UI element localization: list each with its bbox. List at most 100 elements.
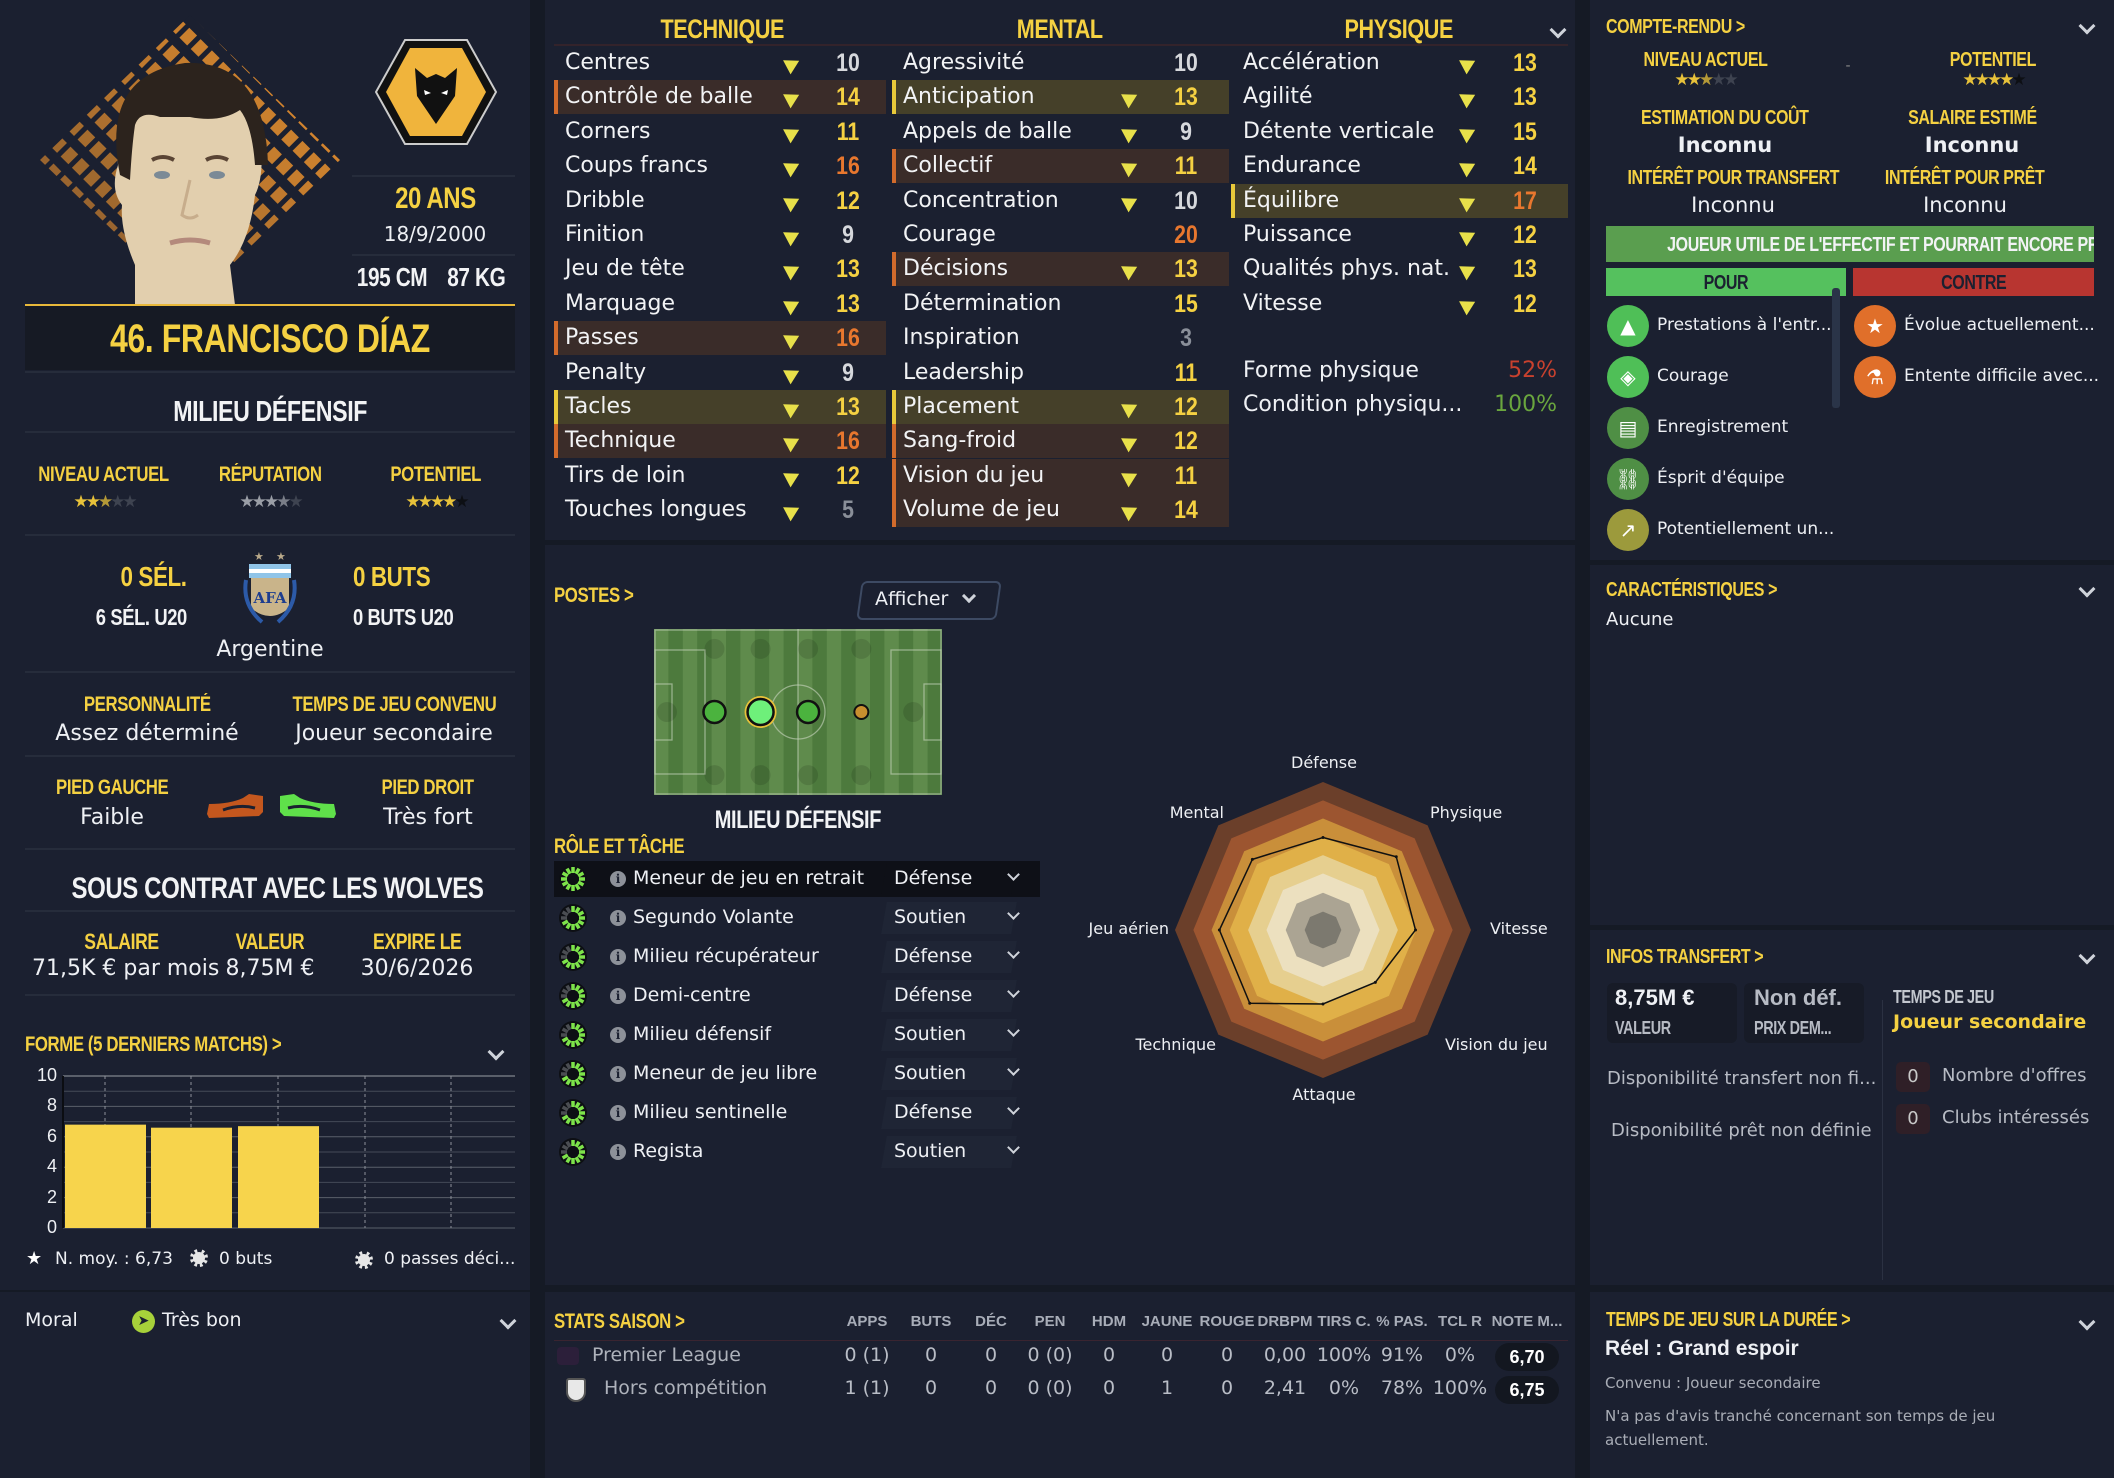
report-link[interactable]: COMPTE-RENDU > bbox=[1606, 14, 1780, 39]
stats-column-header[interactable]: TIRS C. bbox=[1317, 1313, 1371, 1330]
competition-name[interactable]: Hors compétition bbox=[604, 1377, 768, 1399]
stats-column-header[interactable]: DÉC bbox=[975, 1313, 1007, 1330]
attribute-row[interactable]: Inspiration 3 bbox=[892, 321, 1229, 355]
transfer-availability[interactable]: Disponibilité transfert non fi... bbox=[1607, 1068, 1877, 1089]
stats-column-header[interactable]: JAUNE bbox=[1141, 1313, 1193, 1330]
stats-column-header[interactable]: PEN bbox=[1034, 1313, 1066, 1330]
attribute-row[interactable]: Détermination 15 bbox=[892, 287, 1229, 321]
con-item[interactable]: Évolue actuellement... bbox=[1904, 315, 2095, 335]
positions-pitch[interactable] bbox=[654, 629, 942, 795]
characteristics-link[interactable]: CARACTÉRISTIQUES > bbox=[1606, 577, 1820, 602]
attribute-row[interactable]: Contrôle de balle 14 bbox=[554, 80, 886, 115]
attribute-row[interactable]: Penalty 9 bbox=[554, 356, 886, 390]
stats-column-header[interactable]: APPS bbox=[846, 1313, 888, 1330]
form-section-link[interactable]: FORME (5 DERNIERS MATCHS) > bbox=[25, 1032, 345, 1057]
role-info-icon[interactable]: i bbox=[610, 1066, 626, 1082]
attribute-row[interactable]: Tirs de loin 12 bbox=[554, 459, 886, 493]
role-row[interactable]: i Segundo Volante Soutien bbox=[554, 900, 1040, 936]
attribute-row[interactable]: Marquage 13 bbox=[554, 287, 886, 321]
role-row[interactable]: i Milieu sentinelle Défense bbox=[554, 1095, 1040, 1131]
attribute-row[interactable]: Technique 16 bbox=[554, 424, 886, 459]
role-info-icon[interactable]: i bbox=[610, 1144, 626, 1160]
attribute-row[interactable]: Vision du jeu 11 bbox=[892, 458, 1229, 493]
position-natural[interactable] bbox=[746, 697, 775, 727]
attribute-row[interactable]: Décisions 13 bbox=[892, 252, 1229, 287]
role-row[interactable]: i Meneur de jeu en retrait Défense bbox=[554, 861, 1040, 897]
empty-position-slot[interactable] bbox=[903, 702, 924, 722]
attribute-row[interactable]: Anticipation 13 bbox=[892, 80, 1229, 115]
attribute-row[interactable]: Endurance 14 bbox=[1231, 149, 1568, 183]
attribute-row[interactable]: Concentration 10 bbox=[892, 184, 1229, 218]
role-info-icon[interactable]: i bbox=[610, 949, 626, 965]
empty-position-slot[interactable] bbox=[704, 638, 725, 659]
attribute-row[interactable]: Agilité 13 bbox=[1231, 80, 1568, 114]
pro-item[interactable]: Ésprit d'équipe bbox=[1657, 468, 1785, 488]
form-bar[interactable] bbox=[65, 1124, 146, 1228]
pro-item[interactable]: Potentiellement un... bbox=[1657, 519, 1835, 539]
pro-item[interactable]: Enregistrement bbox=[1657, 417, 1789, 437]
attribute-row[interactable]: Qualités phys. nat. 13 bbox=[1231, 252, 1568, 286]
attribute-row[interactable]: Tacles 13 bbox=[554, 390, 886, 424]
empty-position-slot[interactable] bbox=[798, 638, 819, 659]
attribute-row[interactable]: Touches longues 5 bbox=[554, 493, 886, 527]
season-stats-link[interactable]: STATS SAISON > bbox=[554, 1309, 717, 1334]
attribute-row[interactable]: Volume de jeu 14 bbox=[892, 493, 1229, 528]
role-row[interactable]: i Milieu défensif Soutien bbox=[554, 1017, 1040, 1053]
loan-availability[interactable]: Disponibilité prêt non définie bbox=[1611, 1120, 1872, 1141]
role-row[interactable]: i Regista Soutien bbox=[554, 1134, 1040, 1170]
empty-position-slot[interactable] bbox=[704, 765, 725, 786]
position-unconvincing[interactable] bbox=[853, 704, 870, 720]
attribute-row[interactable]: Jeu de tête 13 bbox=[554, 252, 886, 286]
empty-position-slot[interactable] bbox=[851, 638, 872, 659]
form-bar[interactable] bbox=[238, 1126, 319, 1228]
attribute-row[interactable]: Équilibre 17 bbox=[1231, 183, 1568, 218]
attribute-row[interactable]: Appels de balle 9 bbox=[892, 115, 1229, 149]
form-bar[interactable] bbox=[151, 1127, 232, 1228]
stats-column-header[interactable]: BUTS bbox=[910, 1313, 952, 1330]
attribute-row[interactable]: Sang-froid 12 bbox=[892, 424, 1229, 459]
attribute-row[interactable]: Placement 12 bbox=[892, 390, 1229, 424]
pro-item[interactable]: Courage bbox=[1657, 366, 1729, 386]
attribute-row[interactable]: Leadership 11 bbox=[892, 356, 1229, 390]
empty-position-slot[interactable] bbox=[750, 765, 771, 786]
attribute-row[interactable]: Corners 11 bbox=[554, 115, 886, 149]
attribute-row[interactable]: Accélération 13 bbox=[1231, 46, 1568, 80]
role-row[interactable]: i Meneur de jeu libre Soutien bbox=[554, 1056, 1040, 1092]
attribute-row[interactable]: Vitesse 12 bbox=[1231, 287, 1568, 321]
stats-column-header[interactable]: DRBPM bbox=[1257, 1313, 1313, 1330]
role-info-icon[interactable]: i bbox=[610, 1105, 626, 1121]
role-info-icon[interactable]: i bbox=[610, 988, 626, 1004]
stats-column-header[interactable]: % PAS. bbox=[1376, 1313, 1428, 1330]
positions-link[interactable]: POSTES > bbox=[554, 583, 653, 608]
long-term-link[interactable]: TEMPS DE JEU SUR LA DURÉE > bbox=[1606, 1307, 1911, 1332]
empty-position-slot[interactable] bbox=[851, 765, 872, 786]
nation-name[interactable]: Argentine bbox=[216, 637, 324, 662]
con-item[interactable]: Entente difficile avec... bbox=[1904, 366, 2100, 386]
pros-scrollbar[interactable] bbox=[1832, 288, 1840, 408]
stats-column-header[interactable]: TCL R bbox=[1438, 1313, 1482, 1330]
role-info-icon[interactable]: i bbox=[610, 1027, 626, 1043]
attribute-row[interactable]: Puissance 12 bbox=[1231, 218, 1568, 252]
position-competent[interactable] bbox=[795, 699, 821, 725]
stats-column-header[interactable]: HDM bbox=[1091, 1313, 1127, 1330]
role-info-icon[interactable]: i bbox=[610, 871, 626, 887]
competition-name[interactable]: Premier League bbox=[592, 1344, 741, 1366]
role-row[interactable]: i Demi-centre Défense bbox=[554, 978, 1040, 1014]
role-row[interactable]: i Milieu récupérateur Défense bbox=[554, 939, 1040, 975]
attribute-row[interactable]: Détente verticale 15 bbox=[1231, 115, 1568, 149]
attribute-row[interactable]: Finition 9 bbox=[554, 218, 886, 252]
attribute-row[interactable]: Courage 20 bbox=[892, 218, 1229, 252]
role-info-icon[interactable]: i bbox=[610, 910, 626, 926]
empty-position-slot[interactable] bbox=[750, 638, 771, 659]
attribute-row[interactable]: Passes 16 bbox=[554, 321, 886, 356]
transfer-link[interactable]: INFOS TRANSFERT > bbox=[1606, 944, 1803, 969]
attribute-row[interactable]: Agressivité 10 bbox=[892, 46, 1229, 80]
empty-position-slot[interactable] bbox=[798, 765, 819, 786]
position-competent[interactable] bbox=[702, 699, 727, 725]
attribute-row[interactable]: Dribble 12 bbox=[554, 184, 886, 218]
stats-column-header[interactable]: NOTE M... bbox=[1491, 1313, 1563, 1330]
stats-column-header[interactable]: ROUGE bbox=[1199, 1313, 1255, 1330]
empty-position-slot[interactable] bbox=[656, 702, 677, 722]
attribute-row[interactable]: Centres 10 bbox=[554, 46, 886, 80]
pro-item[interactable]: Prestations à l'entr... bbox=[1657, 315, 1832, 335]
